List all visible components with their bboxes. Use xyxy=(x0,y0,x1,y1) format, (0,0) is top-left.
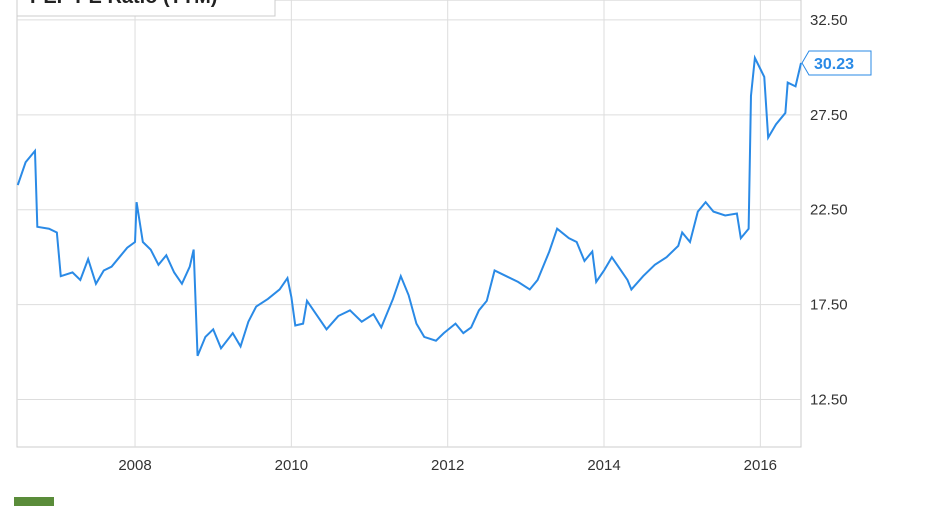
x-tick-label: 2008 xyxy=(118,457,151,474)
chart-title: PEP PE Ratio (TTM) xyxy=(30,0,217,8)
x-tick-label: 2010 xyxy=(275,457,308,474)
plot-area xyxy=(16,0,802,448)
x-tick-label: 2014 xyxy=(587,457,620,474)
x-tick-label: 2016 xyxy=(744,457,777,474)
y-tick-label: 27.50 xyxy=(810,107,848,124)
labels: 12.50 17.50 22.50 27.50 32.50 2008 2010 2012 201… xyxy=(118,12,872,474)
line xyxy=(16,54,802,357)
y-tick-label: 32.50 xyxy=(810,12,848,29)
x-tick-label: 2012 xyxy=(431,457,464,474)
logo xyxy=(14,497,54,506)
last-value-label: 30.23 xyxy=(814,56,854,73)
y-tick-label: 17.50 xyxy=(810,297,848,314)
y-tick-label: 22.50 xyxy=(810,202,848,219)
y-tick-label: 12.50 xyxy=(810,392,848,409)
series xyxy=(16,54,802,357)
callout-box xyxy=(801,50,872,76)
title-box xyxy=(16,0,276,17)
grid xyxy=(17,0,801,447)
